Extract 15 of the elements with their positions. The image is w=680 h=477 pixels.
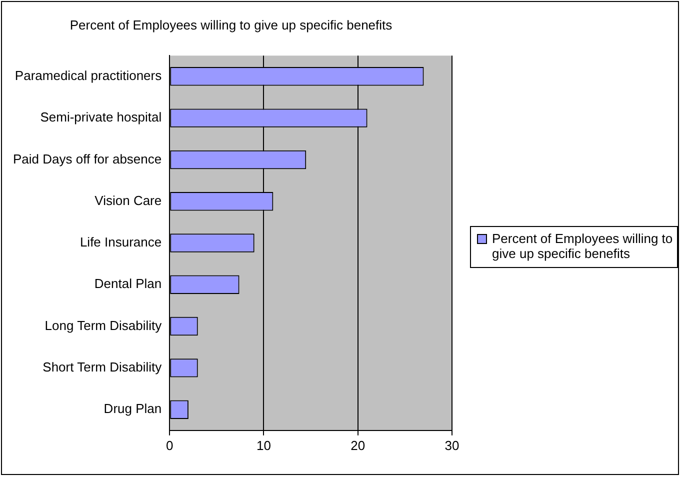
- y-tick-label: Semi-private hospital: [40, 110, 162, 125]
- y-tick-label: Long Term Disability: [44, 318, 162, 333]
- x-tick-label: 10: [256, 438, 271, 453]
- x-tick-label: 30: [444, 438, 460, 453]
- y-tick-label: Short Term Disability: [42, 360, 162, 375]
- y-tick-label: Drug Plan: [104, 401, 162, 416]
- y-tick-label: Vision Care: [94, 192, 162, 208]
- y-tick-label: Paid Days off for absence: [13, 151, 162, 166]
- chart-title: Percent of Employees willing to give up specific benefits: [70, 17, 393, 32]
- y-tick-label: Life Insurance: [80, 234, 162, 250]
- legend-label: Percent of Employees willing to give up specific benefits: [492, 231, 673, 261]
- y-tick-label: Dental Plan: [94, 276, 162, 292]
- x-tick-label: 0: [166, 438, 174, 453]
- x-tick-label: 20: [350, 438, 366, 453]
- y-tick-label: Paramedical practitioners: [14, 68, 162, 83]
